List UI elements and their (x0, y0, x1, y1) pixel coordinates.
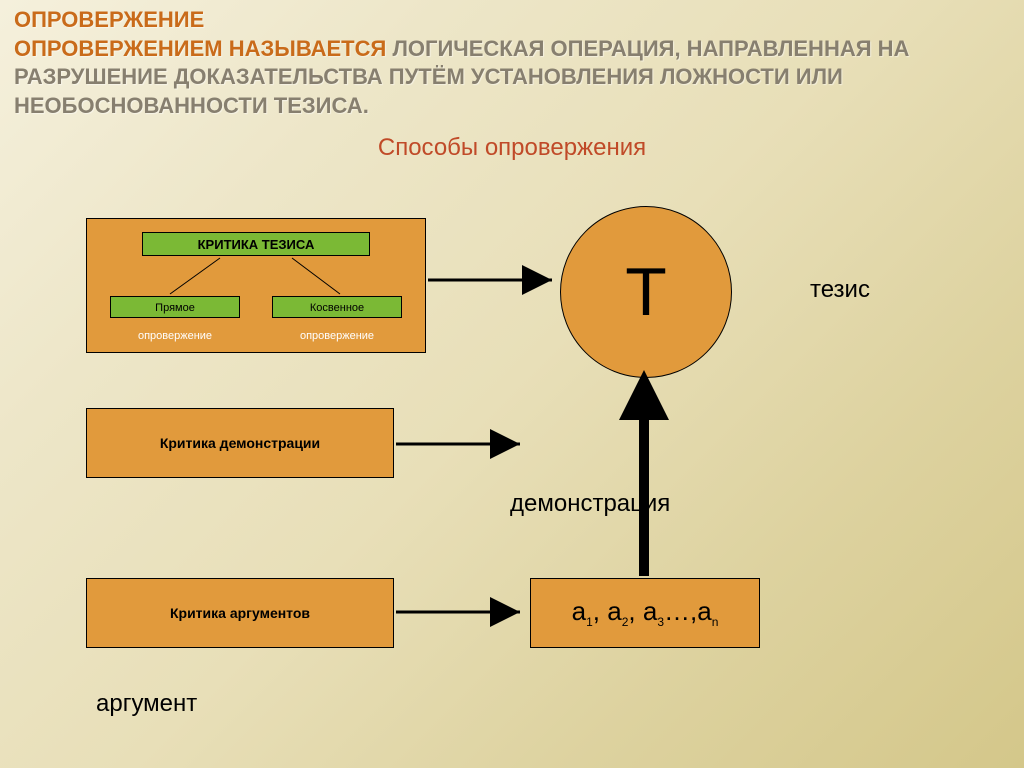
thesis-critique-left-text: Прямое (155, 302, 195, 314)
arg-critique-box: Критика аргументов (86, 578, 394, 648)
label-thesis: тезис (810, 276, 870, 304)
arrows-svg (0, 0, 1024, 768)
thesis-critique-left-sub: опровержение (110, 330, 240, 342)
demo-critique-text: Критика демонстрации (160, 435, 320, 451)
thesis-critique-right-text: Косвенное (310, 302, 364, 314)
thesis-critique-header: КРИТИКА ТЕЗИСА (142, 232, 370, 256)
thesis-circle: Т (560, 206, 732, 378)
arg-critique-text: Критика аргументов (170, 605, 310, 621)
diagram-canvas: КРИТИКА ТЕЗИСА Прямое опровержение Косве… (0, 0, 1024, 768)
thesis-circle-letter: Т (625, 253, 667, 331)
demo-critique-box: Критика демонстрации (86, 408, 394, 478)
label-argument: аргумент (96, 690, 197, 718)
thesis-critique-right-sub: опровержение (272, 330, 402, 342)
arguments-formula: a1, a2, a3…,an (572, 596, 719, 629)
thesis-critique-left: Прямое (110, 296, 240, 318)
thesis-critique-right: Косвенное (272, 296, 402, 318)
arguments-box: a1, a2, a3…,an (530, 578, 760, 648)
thesis-critique-header-text: КРИТИКА ТЕЗИСА (198, 237, 315, 252)
label-demo: демонстрация (510, 490, 670, 518)
